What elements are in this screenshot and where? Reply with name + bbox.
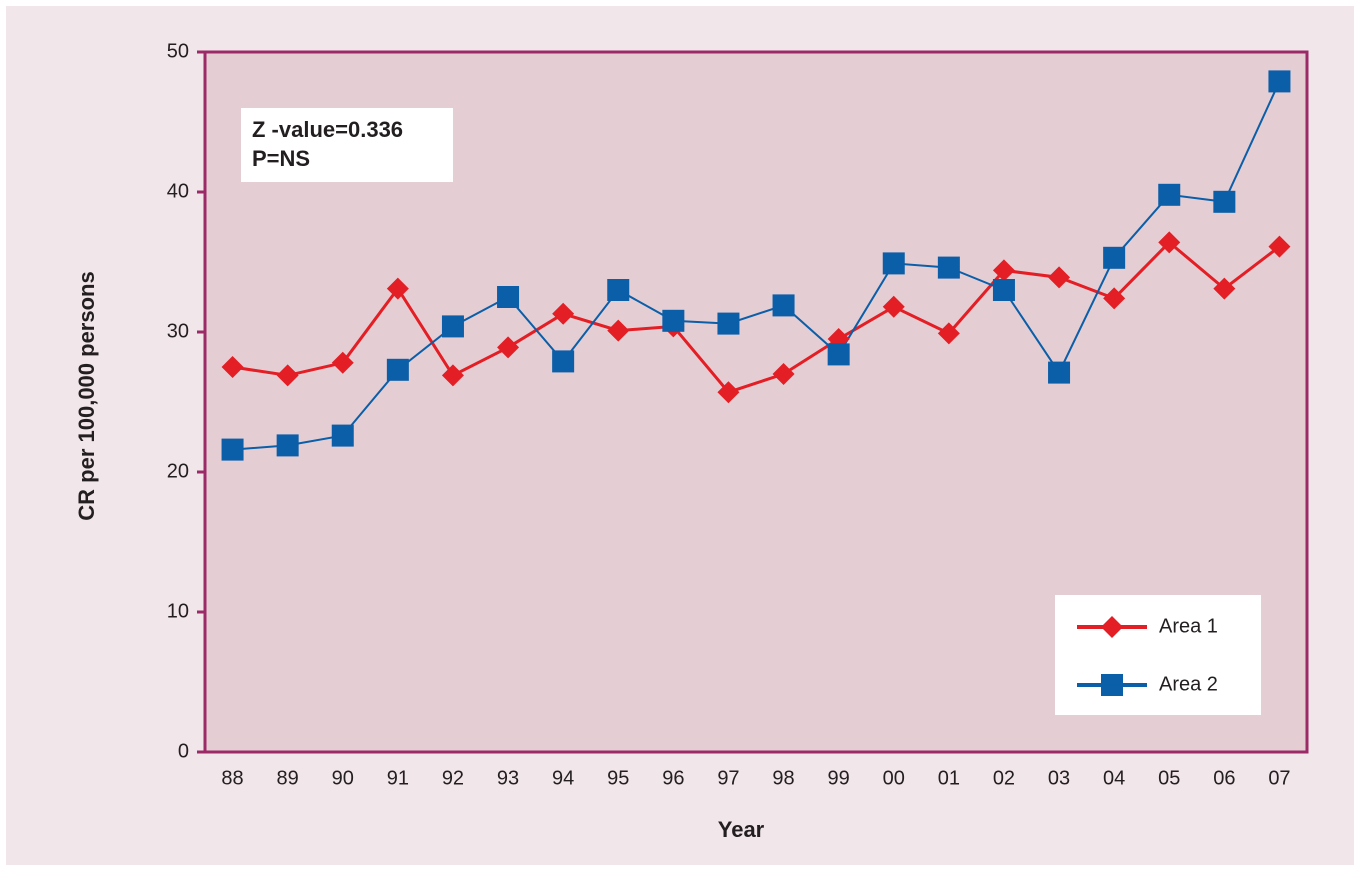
marker	[992, 259, 1015, 282]
annotation: P=NS	[252, 146, 310, 171]
x-tick-label: 89	[277, 767, 299, 789]
x-tick-label: 05	[1158, 767, 1180, 789]
series-line	[232, 240, 1281, 394]
marker	[882, 252, 905, 275]
marker	[772, 294, 795, 317]
x-tick-label: 96	[662, 767, 684, 789]
marker	[1101, 616, 1123, 638]
x-tick-label: 97	[717, 767, 739, 789]
x-tick-label: 94	[552, 767, 574, 789]
marker	[1103, 246, 1126, 269]
marker	[1268, 70, 1291, 93]
x-tick-label: 90	[332, 767, 354, 789]
marker	[1158, 183, 1181, 206]
x-tick-label: 91	[387, 767, 409, 789]
marker	[1048, 361, 1071, 384]
y-axis-label: CR per 100,000 persons	[74, 271, 99, 520]
marker	[1103, 287, 1126, 310]
x-tick-label: 01	[938, 767, 960, 789]
marker	[717, 381, 740, 404]
marker	[552, 302, 575, 325]
marker	[992, 279, 1015, 301]
marker	[1213, 190, 1236, 213]
x-tick-label: 98	[772, 767, 794, 789]
marker	[552, 350, 575, 373]
x-tick-label: 92	[442, 767, 464, 789]
x-tick-label: 06	[1213, 767, 1235, 789]
marker	[497, 286, 520, 308]
marker	[1158, 231, 1181, 254]
legend-box	[1055, 595, 1261, 715]
x-tick-label: 88	[221, 767, 243, 789]
marker	[221, 356, 244, 378]
x-tick-label: 00	[883, 767, 905, 789]
y-tick-label: 10	[167, 600, 189, 622]
annotation: Z -value=0.336	[252, 117, 403, 142]
x-tick-label: 99	[828, 767, 850, 789]
marker	[1268, 235, 1291, 258]
marker	[331, 424, 354, 447]
marker	[497, 336, 520, 359]
x-tick-label: 93	[497, 767, 519, 789]
marker	[1213, 277, 1236, 300]
x-tick-label: 04	[1103, 767, 1125, 789]
legend-label: Area 1	[1159, 615, 1218, 637]
x-tick-label: 02	[993, 767, 1015, 789]
marker	[221, 438, 244, 461]
y-tick-label: 50	[167, 40, 189, 62]
marker	[1048, 266, 1071, 289]
marker	[276, 364, 299, 387]
y-tick-label: 0	[178, 740, 189, 762]
marker	[331, 351, 354, 374]
marker	[827, 343, 850, 366]
marker	[386, 358, 409, 381]
marker	[937, 256, 960, 279]
y-tick-label: 40	[167, 180, 189, 202]
marker	[662, 309, 685, 332]
x-tick-label: 03	[1048, 767, 1070, 789]
marker	[441, 315, 464, 338]
annotation-box	[241, 108, 453, 182]
legend-label: Area 2	[1159, 673, 1218, 695]
marker	[772, 363, 795, 385]
marker	[607, 319, 630, 342]
marker	[717, 312, 740, 335]
y-tick-label: 20	[167, 460, 189, 482]
marker	[386, 277, 409, 300]
marker	[276, 434, 299, 457]
marker	[882, 295, 905, 318]
x-axis-label: Year	[718, 817, 765, 842]
marker	[1101, 674, 1123, 696]
x-tick-label: 07	[1268, 767, 1290, 789]
marker	[607, 279, 630, 301]
marker	[441, 364, 464, 387]
x-tick-label: 95	[607, 767, 629, 789]
y-tick-label: 30	[167, 320, 189, 342]
marker	[937, 322, 960, 345]
